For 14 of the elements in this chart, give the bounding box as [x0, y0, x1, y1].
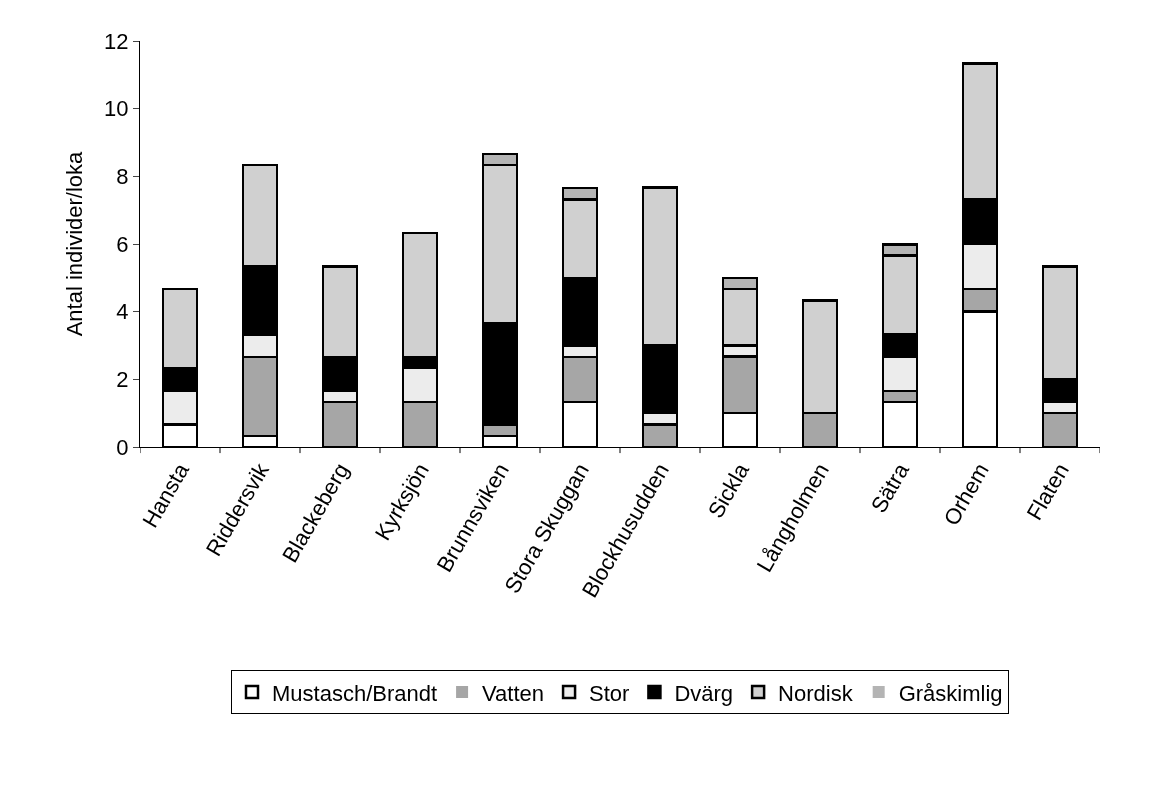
- legend-label: Dvärg: [674, 680, 734, 706]
- legend-label: Nordisk: [778, 680, 854, 706]
- y-tick-label: 4: [116, 299, 129, 325]
- y-tick-label: 6: [116, 231, 129, 257]
- y-axis-title: Antal individer/loka: [61, 150, 87, 337]
- legend-label: Gråskimlig: [898, 680, 1003, 706]
- legend-label: Vatten: [482, 680, 545, 706]
- legend-label: Mustasch/Brandt: [272, 680, 438, 706]
- y-tick-label: 8: [116, 164, 129, 190]
- legend-label: Stor: [589, 680, 630, 706]
- y-tick-label: 10: [104, 96, 129, 122]
- y-tick-label: 0: [116, 434, 129, 460]
- y-tick-label: 12: [104, 28, 129, 54]
- y-tick-label: 2: [116, 367, 129, 393]
